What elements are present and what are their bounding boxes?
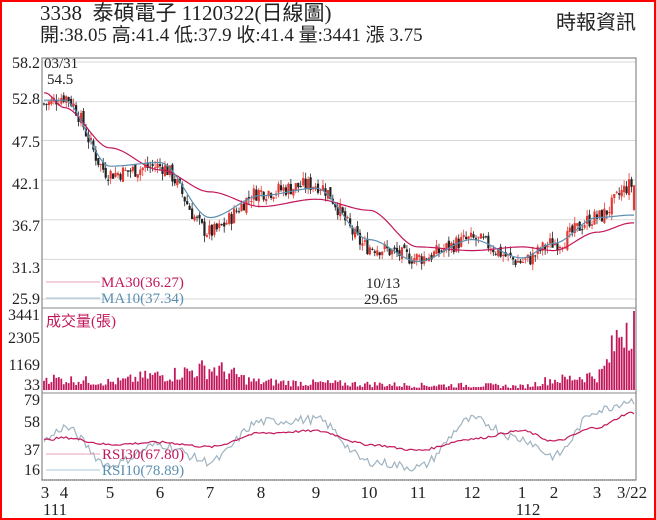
rsi-panel: 79 58 37 16 RSI30(67.80) RSI10(78.89): [24, 392, 636, 479]
x-tick: 1: [518, 483, 527, 502]
volume-tick: 33: [24, 377, 40, 394]
x-tick: 4: [60, 483, 69, 502]
price-tick: 52.8: [12, 91, 40, 108]
price-tick: 25.9: [12, 291, 40, 308]
x-tick: 10: [361, 483, 378, 502]
price-tick: 47.5: [12, 134, 40, 151]
x-tick: 3: [41, 483, 50, 502]
low-value-annotation: 29.65: [364, 292, 398, 308]
candlesticks: [42, 92, 636, 271]
high-date-annotation: 03/31: [44, 56, 78, 72]
rsi30-legend: RSI30(67.80): [102, 447, 184, 463]
ma10-legend: MA10(37.34): [101, 291, 184, 307]
x-tick: 5: [106, 483, 115, 502]
rsi-tick: 58: [24, 414, 40, 431]
volume-tick: 3441: [8, 307, 40, 324]
ma30-legend: MA30(36.27): [101, 275, 184, 291]
price-panel: 58.2 52.8 47.5 42.1 36.7 31.3 25.9 03/31…: [12, 55, 636, 308]
rsi10-legend: RSI10(78.89): [102, 463, 184, 479]
price-tick: 58.2: [12, 55, 40, 72]
rsi30-line: [43, 411, 635, 452]
high-value-annotation: 54.5: [47, 72, 73, 88]
volume-bars: [43, 311, 635, 390]
chart-title: 3338 泰碩電子 1120322(日線圖): [40, 1, 332, 25]
x-tick: 8: [257, 483, 266, 502]
x-tick: 3/22: [617, 483, 647, 502]
volume-tick: 2305: [8, 330, 40, 347]
low-date-annotation: 10/13: [366, 276, 400, 292]
price-tick: 36.7: [12, 218, 40, 235]
x-tick: 6: [156, 483, 165, 502]
x-tick: 12: [464, 483, 481, 502]
ma10-line: [44, 99, 634, 263]
year-label: 111: [43, 500, 67, 519]
x-axis: 3 4 5 6 7 8 9 10 11 12 1 2 3 3/22 111 11…: [41, 483, 647, 519]
ohlc-summary: 開:38.05 高:41.4 低:37.9 收:41.4 量:3441 漲 3.…: [40, 25, 423, 46]
volume-tick: 1169: [9, 357, 40, 374]
x-tick: 9: [312, 483, 321, 502]
rsi-tick: 37: [24, 442, 40, 459]
x-tick: 3: [593, 483, 602, 502]
volume-panel: 3441 2305 1169 33 成交量(張): [8, 307, 636, 394]
x-tick: 2: [550, 483, 559, 502]
rsi10-line: [43, 397, 635, 472]
x-tick: 7: [206, 483, 215, 502]
price-tick: 42.1: [12, 176, 40, 193]
price-y-axis: 58.2 52.8 47.5 42.1 36.7 31.3 25.9: [12, 55, 40, 308]
rsi-tick: 79: [24, 392, 40, 409]
plot-border: [41, 57, 637, 481]
price-tick: 31.3: [12, 260, 40, 277]
volume-title: 成交量(張): [46, 312, 116, 330]
year-label: 112: [516, 500, 541, 519]
x-tick: 11: [410, 483, 426, 502]
rsi-tick: 16: [24, 462, 40, 479]
brand-label: 時報資訊: [556, 12, 636, 34]
price-gridlines: [42, 61, 636, 300]
